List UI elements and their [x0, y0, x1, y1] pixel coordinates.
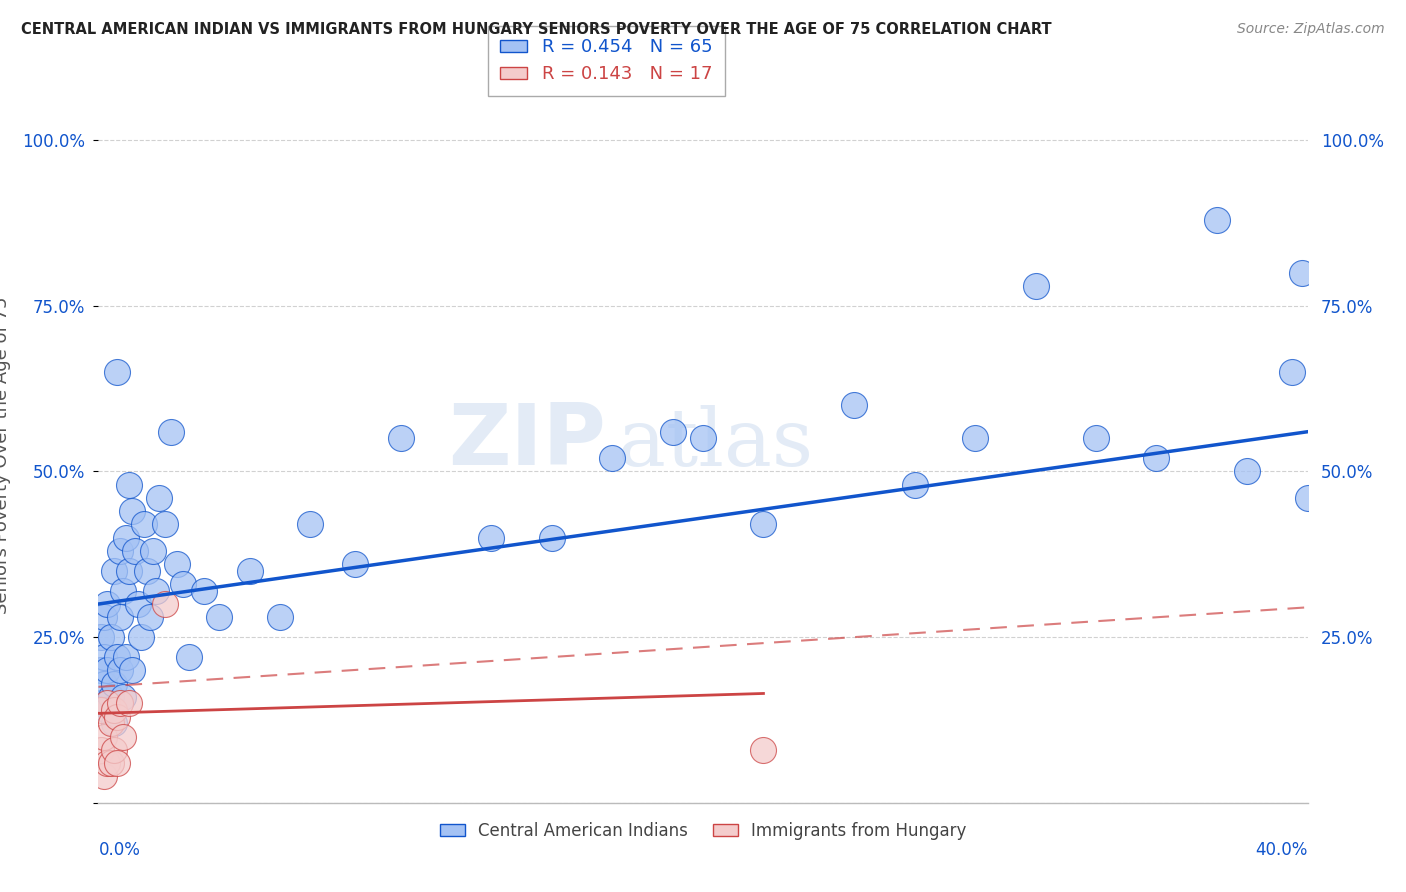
Point [148, 491, 170, 505]
Legend: Central American Indians, Immigrants from Hungary: Central American Indians, Immigrants fro… [433, 815, 973, 847]
Point [1085, 431, 1108, 445]
Point [111, 730, 134, 744]
Point [389, 431, 412, 445]
Point [965, 431, 987, 445]
Point [269, 610, 291, 624]
Point [108, 663, 131, 677]
Point [118, 697, 141, 711]
Point [904, 477, 927, 491]
Point [844, 398, 866, 412]
Point [139, 610, 162, 624]
Point [103, 564, 125, 578]
Point [108, 610, 131, 624]
Point [692, 431, 714, 445]
Point [100, 716, 122, 731]
Point [103, 703, 125, 717]
Point [129, 630, 152, 644]
Text: Source: ZipAtlas.com: Source: ZipAtlas.com [1237, 22, 1385, 37]
Point [105, 709, 128, 723]
Point [540, 531, 562, 545]
Point [1236, 465, 1258, 479]
Point [1024, 279, 1046, 293]
Point [105, 756, 128, 770]
Point [179, 650, 201, 665]
Point [93, 610, 115, 624]
Point [1296, 491, 1319, 505]
Point [344, 558, 367, 572]
Point [1144, 451, 1167, 466]
Point [96, 756, 118, 770]
Point [118, 477, 141, 491]
Point [121, 663, 143, 677]
Point [153, 597, 176, 611]
Point [1281, 365, 1303, 379]
Point [111, 583, 134, 598]
Point [93, 769, 115, 783]
Point [661, 425, 683, 439]
Point [90, 703, 112, 717]
Text: ZIP: ZIP [449, 400, 606, 483]
Point [103, 716, 125, 731]
Point [96, 697, 118, 711]
Y-axis label: Seniors Poverty Over the Age of 75: Seniors Poverty Over the Age of 75 [0, 296, 11, 614]
Point [105, 650, 128, 665]
Point [93, 650, 115, 665]
Point [114, 531, 136, 545]
Point [93, 730, 115, 744]
Point [90, 663, 112, 677]
Point [299, 517, 322, 532]
Point [96, 663, 118, 677]
Point [160, 425, 183, 439]
Point [208, 610, 231, 624]
Point [103, 743, 125, 757]
Point [1206, 212, 1229, 227]
Text: atlas: atlas [619, 406, 814, 483]
Point [121, 504, 143, 518]
Point [108, 544, 131, 558]
Point [142, 544, 165, 558]
Point [100, 690, 122, 704]
Text: 0.0%: 0.0% [98, 841, 141, 859]
Point [96, 703, 118, 717]
Point [132, 517, 155, 532]
Point [193, 583, 215, 598]
Point [166, 558, 188, 572]
Point [602, 451, 624, 466]
Text: 40.0%: 40.0% [1256, 841, 1308, 859]
Point [103, 676, 125, 690]
Point [100, 630, 122, 644]
Point [90, 743, 112, 757]
Point [239, 564, 262, 578]
Point [481, 531, 503, 545]
Point [90, 630, 112, 644]
Point [124, 544, 146, 558]
Point [96, 597, 118, 611]
Point [108, 697, 131, 711]
Point [100, 756, 122, 770]
Point [1291, 266, 1313, 280]
Point [153, 517, 176, 532]
Point [118, 564, 141, 578]
Point [752, 517, 775, 532]
Point [127, 597, 149, 611]
Point [111, 690, 134, 704]
Point [105, 365, 128, 379]
Point [145, 583, 167, 598]
Point [752, 743, 775, 757]
Point [114, 650, 136, 665]
Point [93, 676, 115, 690]
Point [90, 697, 112, 711]
Point [172, 577, 194, 591]
Point [135, 564, 157, 578]
Text: CENTRAL AMERICAN INDIAN VS IMMIGRANTS FROM HUNGARY SENIORS POVERTY OVER THE AGE : CENTRAL AMERICAN INDIAN VS IMMIGRANTS FR… [21, 22, 1052, 37]
